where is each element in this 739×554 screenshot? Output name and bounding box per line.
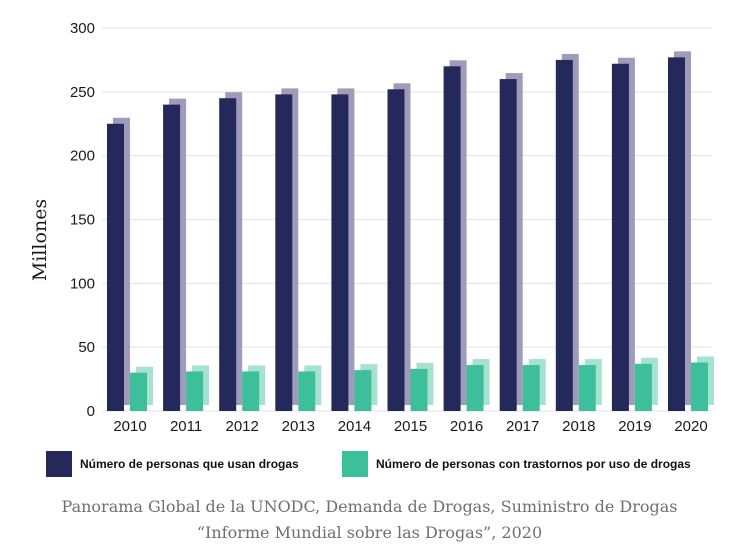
x-tick-label-2019: 2019 — [618, 418, 651, 435]
x-tick-label-2018: 2018 — [562, 418, 595, 435]
x-tick-label-2011: 2011 — [170, 418, 202, 435]
bar-disorders-2015 — [410, 368, 428, 411]
bar-disorders-2018 — [578, 365, 596, 411]
legend-item-users: Número de personas que usan drogas — [46, 451, 299, 477]
x-tick-label-2020: 2020 — [674, 418, 707, 435]
y-tick-label-150: 150 — [70, 212, 95, 229]
x-tick-label-2012: 2012 — [226, 418, 259, 435]
bar-users-2018 — [555, 59, 573, 412]
bar-users-2019 — [611, 63, 629, 411]
x-tick-label-2017: 2017 — [506, 418, 539, 435]
bar-users-2014 — [331, 94, 349, 412]
bars — [107, 51, 714, 412]
y-axis-label: Millones — [29, 199, 51, 281]
legend-swatch-users — [46, 451, 72, 477]
legend-item-disorders: Número de personas con trastornos por us… — [342, 451, 691, 477]
bar-disorders-2020 — [691, 362, 708, 411]
bar-users-2017 — [499, 79, 517, 412]
bar-users-2010 — [107, 123, 124, 411]
y-tick-label-0: 0 — [87, 403, 95, 420]
bar-users-2015 — [387, 89, 405, 411]
bar-disorders-2011 — [186, 371, 204, 411]
legend-swatch-disorders — [342, 451, 368, 477]
x-tick-label-2010: 2010 — [113, 418, 146, 435]
bar-users-2013 — [275, 94, 293, 412]
bar-users-2020 — [668, 57, 685, 411]
x-tick-label-2013: 2013 — [282, 418, 315, 435]
x-axis-ticks: 2010 2011 2012 2013 2014 2015 2016 2017 2018 2019… — [113, 418, 707, 435]
x-tick-label-2016: 2016 — [450, 418, 483, 435]
y-tick-label-250: 250 — [70, 84, 95, 101]
bar-disorders-2010 — [130, 372, 147, 411]
bar-users-2016 — [443, 66, 461, 412]
bar-disorders-2019 — [634, 363, 652, 411]
bar-disorders-2012 — [242, 371, 260, 411]
x-tick-label-2014: 2014 — [338, 418, 371, 435]
y-axis-ticks: 0 50 100 150 200 250 300 — [70, 20, 95, 420]
y-tick-label-200: 200 — [70, 148, 95, 165]
caption-line-1: Panorama Global de la UNODC, Demanda de … — [61, 497, 678, 516]
legend-label-users: Número de personas que usan drogas — [80, 457, 299, 471]
bar-users-2011 — [163, 104, 181, 411]
caption-line-2: “Informe Mundial sobre las Drogas”, 2020 — [196, 523, 543, 542]
bar-disorders-2013 — [298, 371, 316, 411]
x-tick-label-2015: 2015 — [394, 418, 427, 435]
bar-disorders-2016 — [466, 365, 484, 411]
legend-label-disorders: Número de personas con trastornos por us… — [376, 457, 691, 471]
bar-disorders-2014 — [354, 370, 372, 411]
y-tick-label-100: 100 — [70, 275, 95, 292]
bar-users-2012 — [219, 98, 237, 411]
y-tick-label-50: 50 — [78, 339, 95, 356]
bar-disorders-2017 — [522, 365, 540, 411]
y-tick-label-300: 300 — [70, 20, 95, 37]
